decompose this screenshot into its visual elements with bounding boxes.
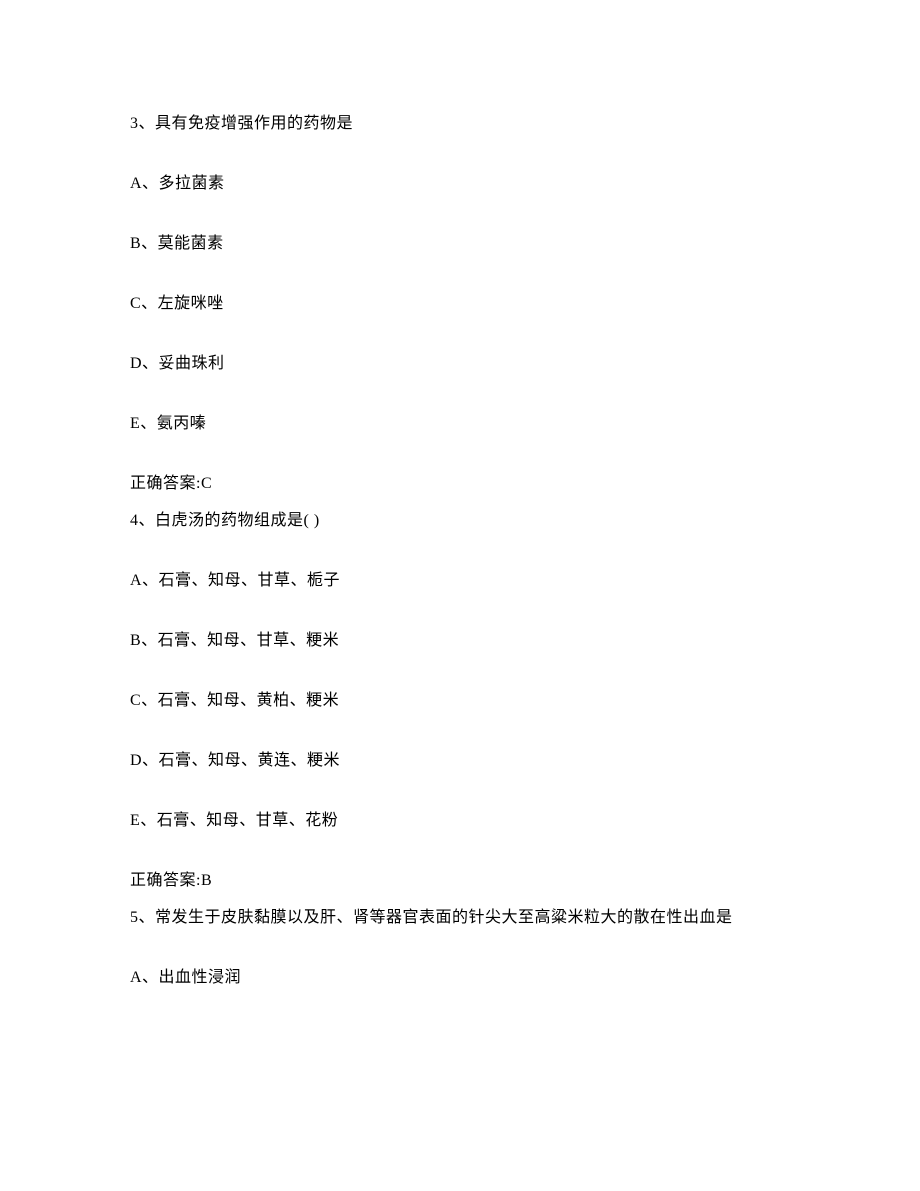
question-5-text: 5、常发生于皮肤黏膜以及肝、肾等器官表面的针尖大至高粱米粒大的散在性出血是 xyxy=(130,906,790,930)
question-3-option-d: D、妥曲珠利 xyxy=(130,352,790,376)
question-5-option-a: A、出血性浸润 xyxy=(130,966,790,990)
question-4-option-c: C、石膏、知母、黄柏、粳米 xyxy=(130,689,790,713)
question-3-answer: 正确答案:C xyxy=(130,472,790,496)
question-4-answer: 正确答案:B xyxy=(130,869,790,893)
question-4-text: 4、白虎汤的药物组成是( ) xyxy=(130,509,790,533)
question-4-option-e: E、石膏、知母、甘草、花粉 xyxy=(130,809,790,833)
question-3-option-a: A、多拉菌素 xyxy=(130,172,790,196)
document-page: 3、具有免疫增强作用的药物是 A、多拉菌素 B、莫能菌素 C、左旋咪唑 D、妥曲… xyxy=(0,0,920,990)
question-4-option-d: D、石膏、知母、黄连、粳米 xyxy=(130,749,790,773)
question-3-option-c: C、左旋咪唑 xyxy=(130,292,790,316)
question-3-option-b: B、莫能菌素 xyxy=(130,232,790,256)
question-3-option-e: E、氨丙嗪 xyxy=(130,412,790,436)
question-4-option-a: A、石膏、知母、甘草、栀子 xyxy=(130,569,790,593)
question-4-option-b: B、石膏、知母、甘草、粳米 xyxy=(130,629,790,653)
question-3-text: 3、具有免疫增强作用的药物是 xyxy=(130,112,790,136)
